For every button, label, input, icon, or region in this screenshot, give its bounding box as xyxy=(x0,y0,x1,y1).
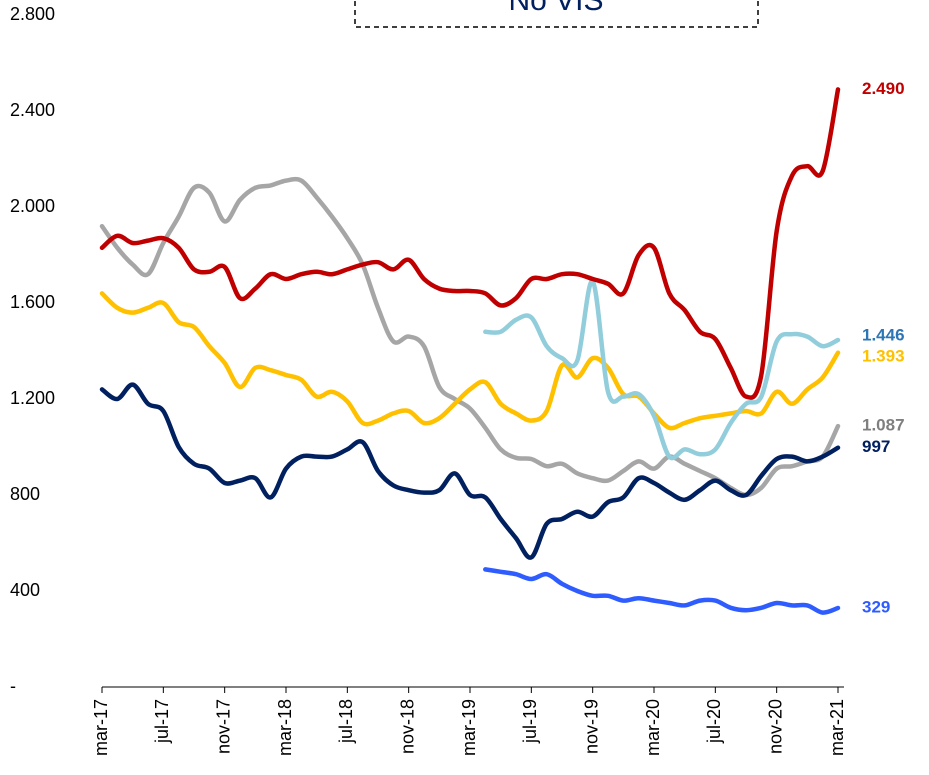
end-label: 1.087 xyxy=(862,416,905,435)
end-label: 2.490 xyxy=(862,79,905,98)
end-label: 997 xyxy=(862,437,890,456)
x-tick-label: jul-19 xyxy=(520,699,540,744)
y-tick-label: 2.400 xyxy=(10,100,55,120)
line-series xyxy=(99,176,841,498)
y-tick-label: 1.600 xyxy=(10,292,55,312)
chart-title: No VIS xyxy=(508,0,603,17)
x-tick-label: mar-18 xyxy=(275,699,295,756)
x-tick-label: jul-17 xyxy=(152,699,172,744)
x-tick-label: mar-17 xyxy=(91,699,111,756)
x-tick-label: nov-20 xyxy=(765,699,785,754)
x-tick-label: jul-18 xyxy=(336,699,356,744)
line-series xyxy=(99,291,841,431)
y-tick-label: 1.200 xyxy=(10,388,55,408)
end-label: 1.446 xyxy=(862,325,905,344)
end-label: 329 xyxy=(862,598,890,617)
line-series xyxy=(483,567,841,615)
x-tick-label: nov-19 xyxy=(581,699,601,754)
title-box xyxy=(354,0,759,28)
y-tick-label: 2.000 xyxy=(10,196,55,216)
y-tick-label: 800 xyxy=(10,484,40,504)
x-tick-label: mar-21 xyxy=(827,699,847,756)
x-tick-label: mar-19 xyxy=(459,699,479,756)
y-tick-label: - xyxy=(10,676,16,696)
x-tick-label: mar-20 xyxy=(643,699,663,756)
y-tick-label: 2.800 xyxy=(10,4,55,24)
line-series xyxy=(483,279,841,461)
x-tick-label: jul-20 xyxy=(704,699,724,744)
y-tick-label: 400 xyxy=(10,580,40,600)
x-tick-label: nov-17 xyxy=(213,699,233,754)
line-series xyxy=(99,87,841,400)
line-series xyxy=(99,382,841,560)
x-tick-label: nov-18 xyxy=(397,699,417,754)
end-label: 1.393 xyxy=(862,346,905,365)
